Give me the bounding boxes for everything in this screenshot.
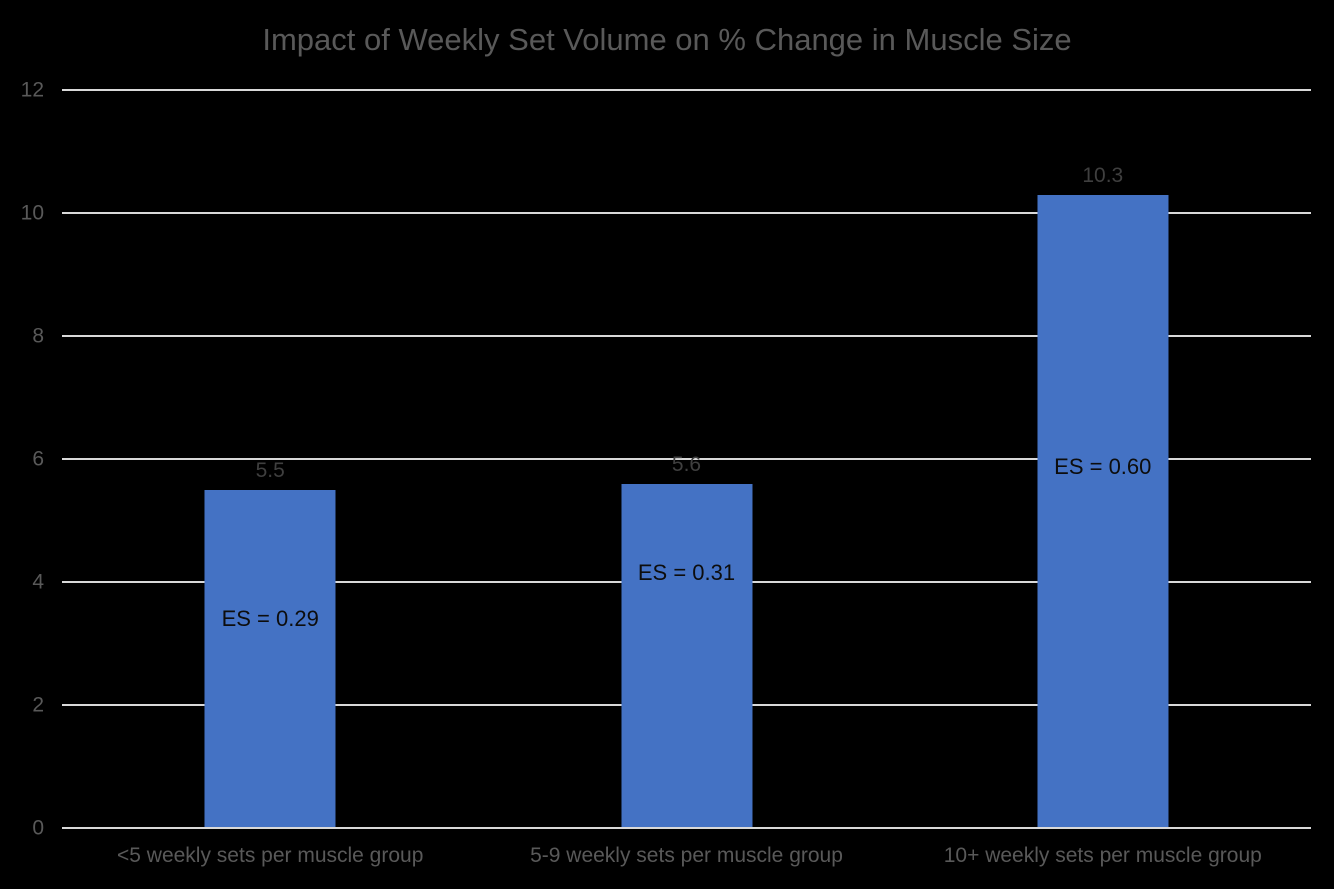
bar-annotation-es: ES = 0.60 — [1054, 454, 1152, 480]
bar-value-label: 5.6 — [671, 452, 702, 476]
y-tick-label: 6 — [32, 447, 44, 471]
bar-5-9-sets — [620, 483, 753, 828]
chart-title: Impact of Weekly Set Volume on % Change … — [262, 22, 1072, 57]
x-category-label: <5 weekly sets per muscle group — [117, 844, 424, 867]
x-axis-line — [62, 827, 1311, 829]
y-tick-label: 4 — [32, 570, 44, 594]
y-tick-label: 2 — [32, 693, 44, 717]
gridline-6 — [62, 458, 1311, 460]
gridline-10 — [62, 212, 1311, 214]
plot-area: ES = 0.29 ES = 0.31 ES = 0.60 5.5 5.6 10… — [62, 89, 1311, 829]
bar-annotation-es: ES = 0.31 — [637, 559, 736, 585]
gridline-8 — [62, 335, 1311, 338]
y-tick-label: 10 — [20, 201, 44, 225]
bar-annotation-es: ES = 0.29 — [221, 606, 319, 632]
bar-value-label: 10.3 — [1082, 163, 1124, 187]
y-axis: 0 2 4 6 8 10 12 — [0, 80, 44, 839]
y-tick-label: 0 — [32, 816, 44, 840]
y-tick-label: 8 — [32, 324, 44, 348]
x-category-label: 10+ weekly sets per muscle group — [943, 844, 1262, 867]
bar-under-5-sets — [204, 489, 336, 828]
x-category-label: 5-9 weekly sets per muscle group — [530, 844, 843, 867]
gridline-12 — [62, 89, 1311, 91]
bar-value-label: 5.5 — [255, 458, 285, 482]
x-axis: <5 weekly sets per muscle group 5-9 week… — [62, 836, 1311, 880]
bar-10-plus-sets — [1037, 194, 1169, 828]
y-tick-label: 12 — [20, 78, 44, 102]
